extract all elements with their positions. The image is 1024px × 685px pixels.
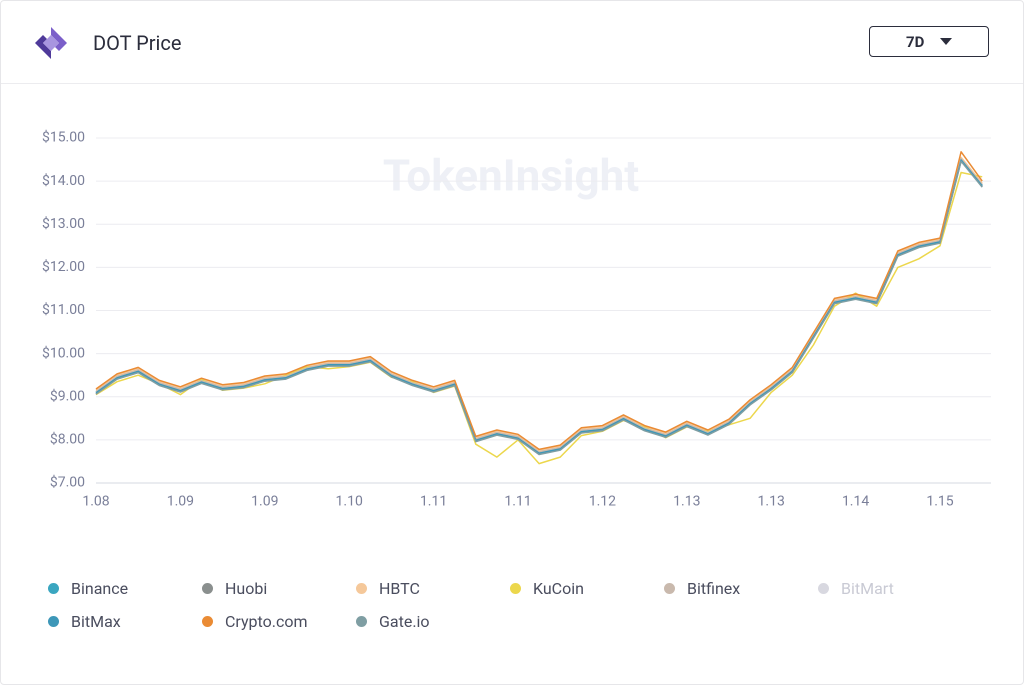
y-tick-label: $9.00 xyxy=(50,387,85,404)
card-title: DOT Price xyxy=(93,31,182,55)
range-label: 7D xyxy=(906,33,925,51)
x-tick-label: 1.11 xyxy=(504,494,531,510)
x-tick-label: 1.08 xyxy=(82,494,109,510)
x-tick-label: 1.15 xyxy=(926,494,953,510)
price-line xyxy=(95,158,983,454)
legend-label: BitMax xyxy=(71,612,121,631)
x-tick-label: 1.10 xyxy=(336,494,363,510)
legend-swatch xyxy=(664,583,675,594)
legend-item[interactable]: Crypto.com xyxy=(202,612,307,631)
y-tick-label: $12.00 xyxy=(42,258,85,275)
price-line xyxy=(95,157,983,453)
logo xyxy=(35,27,67,59)
y-tick-label: $11.00 xyxy=(42,301,85,318)
legend-item[interactable]: Gate.io xyxy=(356,612,430,631)
x-tick-label: 1.11 xyxy=(420,494,447,510)
x-tick-label: 1.14 xyxy=(842,494,869,510)
x-tick-label: 1.13 xyxy=(673,494,700,510)
legend-label: BitMart xyxy=(841,579,894,598)
legend-swatch xyxy=(202,583,213,594)
legend-item[interactable]: Binance xyxy=(48,579,128,598)
watermark: TokenInsight xyxy=(383,150,639,202)
legend-swatch xyxy=(202,616,213,627)
price-line xyxy=(95,159,983,454)
y-tick-label: $15.00 xyxy=(42,129,85,146)
legend-item[interactable]: HBTC xyxy=(356,579,420,598)
legend-item[interactable]: BitMax xyxy=(48,612,121,631)
y-tick-label: $7.00 xyxy=(50,474,85,491)
dropdown-arrow xyxy=(940,38,952,45)
legend-swatch xyxy=(48,616,59,627)
legend-item[interactable]: KuCoin xyxy=(510,579,584,598)
legend-label: Gate.io xyxy=(379,612,430,631)
legend-label: KuCoin xyxy=(533,579,584,598)
legend-label: Binance xyxy=(71,579,129,598)
legend-label: Crypto.com xyxy=(225,612,308,631)
legend-label: Huobi xyxy=(225,579,268,598)
price-line xyxy=(95,151,983,451)
legend-item[interactable]: Bitfinex xyxy=(664,579,740,598)
price-line xyxy=(95,171,983,465)
chart: TokenInsight $7.00 $8.00 $9.00 $10.00 $11.00… xyxy=(42,129,991,510)
legend-swatch xyxy=(818,583,829,594)
legend-swatch xyxy=(48,583,59,594)
x-tick-label: 1.13 xyxy=(758,494,785,510)
legend-label: Bitfinex xyxy=(687,579,741,598)
legend-item[interactable]: Huobi xyxy=(202,579,267,598)
range-dropdown[interactable]: 7D xyxy=(869,26,989,57)
y-tick-label: $8.00 xyxy=(50,431,85,448)
x-tick-label: 1.12 xyxy=(589,494,616,510)
card-header: DOT Price 7D xyxy=(1,1,1023,84)
x-tick-label: 1.09 xyxy=(167,494,194,510)
y-tick-label: $13.00 xyxy=(42,215,85,232)
legend-swatch xyxy=(356,583,367,594)
price-line xyxy=(95,160,983,456)
y-tick-label: $10.00 xyxy=(42,344,85,361)
legend-swatch xyxy=(510,583,521,594)
legend-swatch xyxy=(356,616,367,627)
legend-label: HBTC xyxy=(379,579,420,598)
price-line xyxy=(95,160,983,455)
legend-item[interactable]: BitMart xyxy=(818,579,894,598)
y-tick-label: $14.00 xyxy=(42,172,85,189)
x-tick-label: 1.09 xyxy=(251,494,278,510)
